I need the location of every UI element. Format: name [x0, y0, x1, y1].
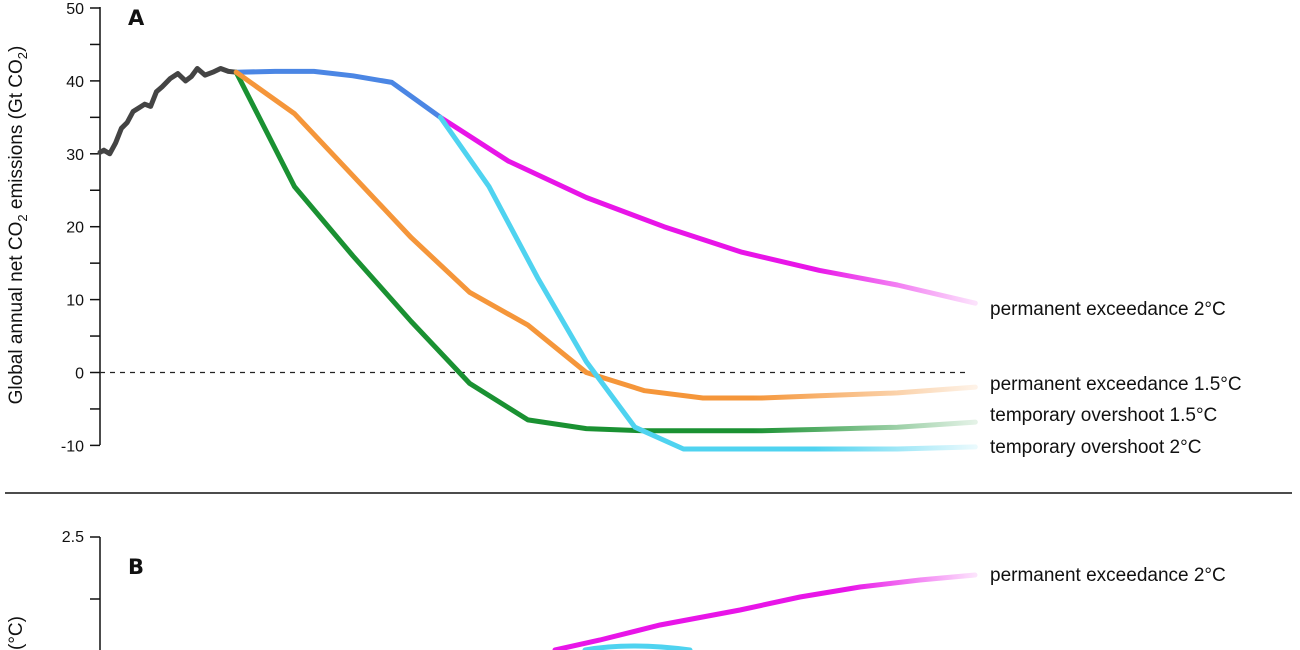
y-tick-label: 40 — [66, 74, 84, 91]
label-permanent-exceedance-2c: permanent exceedance 2°C — [990, 299, 1226, 320]
line-permanent-exceedance-2c — [437, 114, 978, 306]
y-tick-label: -10 — [61, 438, 84, 455]
panel-a-label: A — [128, 6, 145, 30]
y-tick-label: 20 — [66, 220, 84, 237]
historical-emissions-line — [97, 66, 239, 157]
y-tick-label: 30 — [66, 147, 84, 164]
line-temporary-overshoot-2c — [437, 114, 978, 452]
panel-b: B 2.5 (°C) permanent exceedance 2°C — [6, 529, 1226, 650]
ylabel-part-3: emissions (Gt CO — [6, 59, 27, 214]
panel-a-lines — [97, 66, 978, 452]
line-temporary-overshoot-1-5c — [233, 69, 978, 434]
panel-b-y-axis-title-fragment: (°C) — [6, 616, 27, 650]
y-tick-label: 0 — [75, 366, 84, 383]
label-temporary-overshoot-1-5c: temporary overshoot 1.5°C — [990, 405, 1217, 426]
y-tick-label: 50 — [66, 1, 84, 18]
panel-b-line-temporary-overshoot-2c — [582, 643, 693, 650]
ylabel-part-1: Global annual net CO — [6, 222, 27, 405]
panel-a-y-axis-title: Global annual net CO2 emissions (Gt CO2) — [6, 46, 30, 405]
line-permanent-exceedance-1-5c — [233, 69, 978, 401]
y-tick-label: 10 — [66, 293, 84, 310]
ylabel-part-5: ) — [6, 46, 27, 52]
label-temporary-overshoot-2c: temporary overshoot 2°C — [990, 437, 1201, 458]
panel-b-tick-label: 2.5 — [62, 529, 84, 546]
panel-a: A Global annual net CO2 emissions (Gt CO… — [6, 1, 1242, 458]
panel-b-label: B — [128, 555, 144, 579]
shared-pathway-line — [233, 68, 443, 120]
ylabel-part-2: 2 — [15, 214, 30, 221]
panel-b-label-permanent-exceedance-2c: permanent exceedance 2°C — [990, 565, 1226, 586]
ylabel-part-4: 2 — [15, 52, 30, 59]
label-permanent-exceedance-1-5c: permanent exceedance 1.5°C — [990, 374, 1242, 395]
panel-a-ticks: -10 0 10 20 30 40 50 — [61, 1, 100, 455]
panel-b-line-permanent-exceedance-2c — [552, 572, 978, 650]
